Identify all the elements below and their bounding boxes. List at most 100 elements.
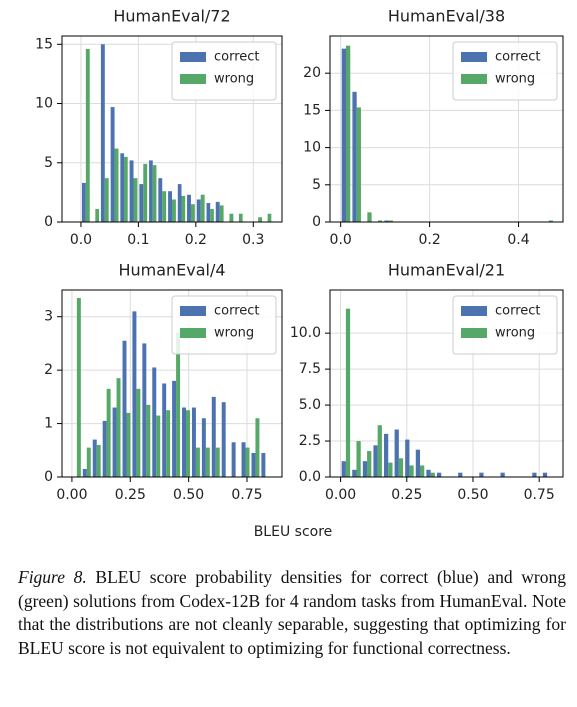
bar [104, 178, 109, 222]
legend-label: wrong [495, 326, 535, 341]
bar [100, 44, 105, 222]
chart-title: HumanEval/4 [118, 261, 225, 280]
bar [132, 311, 137, 477]
axes-frame [329, 289, 564, 478]
bar [352, 469, 357, 477]
y-tick-label: 5.0 [299, 397, 321, 413]
caption: Figure 8. BLEU score probability densiti… [18, 566, 566, 660]
bar [162, 383, 167, 477]
bar [172, 199, 176, 222]
y-tick-label: 15 [303, 102, 321, 118]
x-tick-label: 0.50 [173, 487, 204, 503]
bar [229, 213, 234, 222]
bar [267, 213, 272, 222]
caption-label: Figure 8. [18, 567, 87, 587]
bar [251, 452, 256, 477]
axes-frame [61, 35, 283, 223]
bar [384, 433, 389, 477]
y-tick-label: 2 [44, 362, 53, 378]
bar [158, 178, 163, 222]
bar [195, 447, 200, 477]
x-tick-label: 0.1 [127, 232, 149, 248]
bar [532, 472, 537, 477]
bar [221, 402, 226, 477]
x-tick-label: 0.2 [185, 232, 207, 248]
bar [238, 213, 243, 222]
caption-text: BLEU score probability densities for cor… [18, 567, 567, 658]
x-tick-label: 0.00 [325, 487, 356, 503]
bar [146, 404, 151, 477]
bar [156, 415, 161, 477]
legend-swatch [180, 74, 206, 84]
bar [398, 458, 404, 477]
y-tick-label: 0.0 [299, 469, 321, 485]
x-axis-label: BLEU score [254, 524, 333, 540]
bar [255, 418, 260, 477]
bar [356, 107, 361, 222]
legend-label: correct [495, 304, 541, 319]
bar [420, 465, 425, 477]
bar [341, 461, 346, 477]
bar [76, 298, 81, 477]
bar [143, 163, 148, 222]
bar [186, 410, 190, 477]
bar [85, 49, 90, 223]
bar [200, 194, 205, 222]
bar [479, 472, 484, 477]
bar [346, 45, 351, 223]
bar [152, 165, 157, 222]
bar [548, 220, 554, 222]
bar [102, 420, 107, 477]
x-tick-label: 0.4 [507, 232, 529, 248]
bar [215, 201, 220, 222]
bar [142, 343, 147, 477]
bar [341, 48, 347, 223]
y-tick-label: 5 [312, 177, 321, 193]
bar [187, 194, 191, 222]
bar [114, 148, 119, 222]
legend-swatch [461, 306, 487, 316]
bar [211, 396, 216, 477]
bar [201, 418, 206, 477]
bar [210, 208, 214, 222]
bar [345, 308, 351, 477]
legend-swatch [461, 52, 487, 62]
legend-swatch [180, 328, 206, 338]
legend-label: wrong [214, 72, 254, 87]
bar [124, 156, 128, 222]
bar [430, 472, 435, 477]
bar [92, 439, 97, 477]
bar [86, 447, 91, 477]
bar [182, 407, 187, 477]
legend-label: correct [495, 50, 541, 65]
y-tick-label: 1 [44, 416, 53, 432]
bar [152, 367, 157, 477]
y-tick-label: 5 [44, 155, 53, 171]
y-tick-label: 7.5 [299, 361, 321, 377]
bar [405, 439, 410, 477]
bar [168, 191, 172, 222]
legend-label: correct [214, 304, 260, 319]
chart-title: HumanEval/21 [388, 261, 505, 280]
bar [378, 220, 383, 222]
x-tick-label: 0.75 [231, 487, 262, 503]
bar [82, 468, 87, 477]
bar [116, 378, 121, 477]
bar [219, 205, 224, 222]
y-tick-label: 20 [303, 65, 321, 81]
bar [129, 160, 134, 222]
y-tick-label: 15 [35, 36, 53, 52]
x-tick-label: 0.75 [524, 487, 555, 503]
bar [362, 461, 368, 477]
chart-title: HumanEval/72 [113, 7, 230, 26]
y-tick-label: 10.0 [290, 325, 321, 341]
bar [136, 388, 141, 477]
x-tick-label: 0.2 [418, 232, 440, 248]
bar [388, 462, 393, 477]
bar [95, 208, 99, 222]
x-tick-label: 0.00 [56, 487, 87, 503]
bar [112, 407, 117, 477]
bar [162, 191, 167, 222]
bar [377, 425, 382, 477]
